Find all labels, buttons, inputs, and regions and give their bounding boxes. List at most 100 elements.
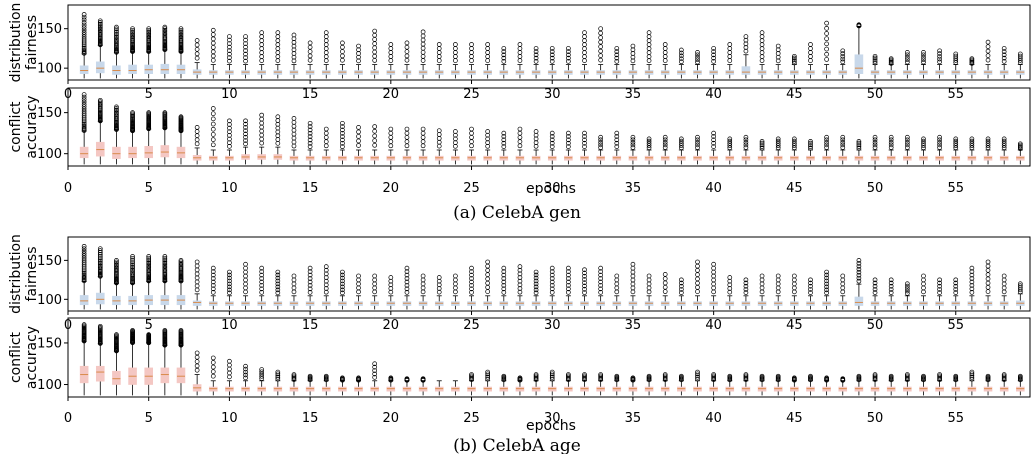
box-plot-epoch [467, 372, 476, 396]
outlier-point [81, 20, 87, 25]
outlier-point [759, 30, 765, 35]
outlier-point [501, 134, 507, 139]
outlier-point [146, 257, 152, 263]
outlier-point [953, 287, 959, 292]
outlier-point [566, 279, 571, 285]
chart-panel: 100 150 0 5 10 15 20 25 30 35 40 45 50 55 conflict accu… [8, 87, 1031, 196]
outlier-point [469, 135, 474, 140]
outlier-point [808, 42, 813, 47]
outlier-point [340, 134, 345, 139]
outlier-point [808, 290, 813, 295]
outlier-point [630, 261, 636, 267]
outlier-point [549, 269, 555, 274]
outlier-point [662, 50, 668, 55]
outlier-point [194, 55, 200, 61]
outlier-point [81, 322, 87, 328]
box-plot-epoch [128, 26, 137, 79]
outlier-point [501, 55, 507, 61]
outlier-point [953, 136, 959, 142]
outlier-point [937, 59, 942, 65]
outlier-point [630, 375, 636, 381]
outlier-point [549, 276, 555, 281]
outlier-point [840, 137, 846, 143]
outlier-point [130, 328, 135, 333]
box-plot-epoch [612, 273, 622, 310]
outlier-point [759, 273, 765, 279]
outlier-point [759, 50, 765, 55]
box-plot-epoch [257, 367, 266, 396]
outlier-point [824, 275, 829, 281]
outlier-point [985, 138, 991, 144]
outlier-point [566, 276, 571, 281]
outlier-point [549, 55, 555, 61]
outlier-point [485, 129, 491, 134]
outlier-point [614, 281, 620, 287]
outlier-point [404, 53, 410, 59]
outlier-point [614, 273, 620, 279]
outlier-point [356, 125, 361, 130]
outlier-point [227, 122, 232, 127]
outlier-point [695, 376, 700, 382]
outlier-point [646, 38, 652, 43]
outlier-point [259, 30, 265, 35]
outlier-point [501, 49, 507, 55]
outlier-point [404, 269, 410, 274]
outlier-point [759, 140, 765, 146]
outlier-point [243, 138, 248, 143]
outlier-point [646, 289, 652, 295]
outlier-point [81, 108, 87, 114]
outlier-point [775, 140, 781, 146]
outlier-point [856, 140, 862, 146]
outlier-point [533, 290, 539, 296]
outlier-point [808, 373, 813, 379]
outlier-point [743, 37, 749, 43]
outlier-point [130, 263, 135, 268]
outlier-point [840, 145, 846, 150]
outlier-point [227, 370, 232, 376]
box-plot-epoch [757, 30, 767, 79]
outlier-point [662, 374, 668, 380]
outlier-point [259, 136, 265, 142]
outlier-point [872, 57, 878, 62]
outlier-point [420, 273, 426, 279]
box-plot-epoch [725, 275, 735, 310]
outlier-point [243, 134, 248, 140]
outlier-point [1001, 281, 1007, 287]
outlier-point [210, 142, 216, 148]
outlier-point [114, 34, 119, 40]
box-plot-epoch [741, 134, 751, 165]
box-plot-epoch [806, 42, 815, 79]
outlier-point [808, 280, 813, 286]
outlier-point [259, 34, 265, 39]
outlier-point [646, 277, 652, 283]
outlier-point [323, 139, 329, 144]
outlier-point [775, 281, 781, 287]
outlier-point [808, 283, 813, 289]
outlier-point [97, 248, 103, 253]
box-plot-epoch [208, 27, 218, 79]
box-plot-epoch [305, 373, 315, 396]
outlier-point [81, 27, 87, 33]
outlier-point [614, 144, 620, 149]
x-tick-label: 10 [221, 318, 238, 333]
outlier-point [824, 137, 829, 143]
box [79, 65, 89, 74]
outlier-point [646, 373, 652, 379]
outlier-point [921, 143, 926, 148]
outlier-point [662, 284, 668, 290]
outlier-point [388, 126, 394, 132]
outlier-point [114, 28, 119, 33]
outlier-point [114, 113, 119, 119]
outlier-point [824, 41, 829, 47]
box-plot-epoch [273, 114, 283, 165]
box-plot-epoch [531, 372, 541, 396]
outlier-point [130, 110, 135, 115]
outlier-point [469, 50, 474, 55]
outlier-point [582, 34, 587, 39]
outlier-point [275, 374, 281, 380]
outlier-point [743, 41, 749, 47]
outlier-point [227, 269, 232, 275]
outlier-point [307, 286, 313, 292]
outlier-point [243, 51, 248, 57]
outlier-point [81, 246, 87, 252]
